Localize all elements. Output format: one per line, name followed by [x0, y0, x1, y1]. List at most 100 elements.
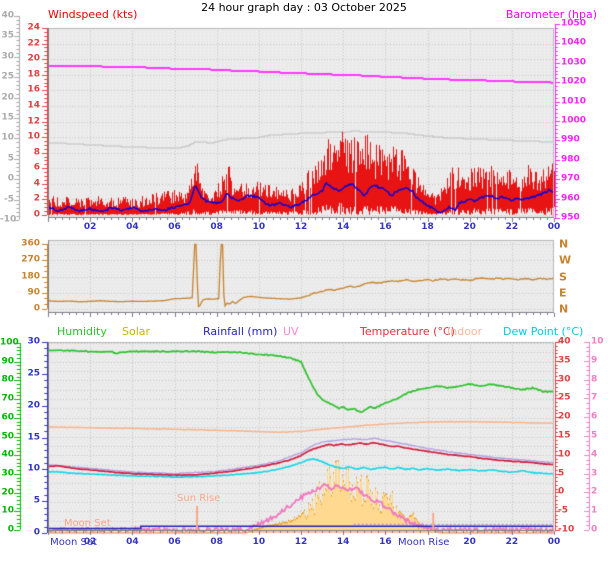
x-tick-top-08: 08 [210, 222, 223, 232]
y-tick-gray-0: 0 [7, 173, 14, 184]
y-tick-dir-180: 180 [21, 271, 40, 281]
x-tick-bottom-10: 10 [252, 537, 266, 547]
y-tick-gray-5: 5 [7, 153, 14, 164]
y-tick-wind-4: 4 [33, 178, 40, 189]
compass-W-1: W [559, 253, 572, 267]
y-tick-hum-100: 100 [0, 337, 19, 348]
x-tick-bottom-08: 08 [210, 537, 223, 547]
windspeed-axis-title: Windspeed (kts) [48, 8, 138, 21]
y-tick-uv-4: 4 [591, 449, 598, 460]
y-tick-wind-18: 18 [27, 69, 40, 80]
y-tick-uv-5: 5 [591, 430, 598, 441]
y-tick-uv-9: 9 [591, 355, 598, 366]
legend-indoor: Indoor [447, 325, 483, 338]
x-tick-bottom-20: 20 [463, 537, 476, 547]
y-tick-uv-0: 0 [591, 524, 598, 535]
legend-rainfall: Rainfall (mm) [203, 325, 278, 338]
x-tick-top-16: 16 [379, 222, 392, 232]
x-tick-top-06: 06 [168, 222, 181, 232]
x-tick-bottom-12: 12 [294, 537, 308, 547]
y-tick-baro-1040: 1040 [561, 37, 587, 48]
moon-set-inplot-label: Moon Set [63, 518, 111, 529]
legend-dew-point: Dew Point (°C) [503, 325, 584, 338]
legend-uv: UV [283, 325, 299, 338]
y-tick-baro-950: 950 [561, 212, 580, 223]
moon-set-label: Moon Set [50, 537, 97, 548]
y-tick-uv-2: 2 [591, 486, 598, 497]
y-tick-mm-15: 15 [27, 432, 40, 442]
legend-temperature: Temperature (°C) [360, 325, 455, 338]
x-tick-bottom-00: 00 [547, 537, 561, 547]
x-tick-bottom-04: 04 [126, 537, 139, 547]
y-tick-wind-22: 22 [27, 38, 40, 49]
y-tick-hum-40: 40 [1, 449, 14, 460]
y-tick-hum-0: 0 [7, 524, 14, 535]
y-tick-gray--5: -5 [4, 194, 14, 205]
y-tick-gray-10: 10 [1, 132, 14, 143]
y-tick-mm-25: 25 [27, 368, 40, 379]
sun-rise-label: Sun Rise [177, 493, 221, 504]
x-tick-top-10: 10 [252, 222, 266, 232]
compass-N-4: N [559, 302, 569, 316]
y-tick-temp-10: 10 [558, 449, 571, 460]
y-tick-baro-1000: 1000 [561, 115, 587, 126]
y-tick-wind-0: 0 [33, 209, 40, 220]
y-tick-temp-15: 15 [558, 430, 571, 441]
y-tick-temp--5: -5 [558, 505, 568, 516]
barometer-axis-title: Barometer (hpa) [505, 8, 597, 21]
y-tick-temp-5: 5 [558, 468, 565, 479]
x-tick-top-04: 04 [126, 222, 139, 232]
y-tick-mm-5: 5 [33, 495, 40, 506]
y-tick-uv-10: 10 [591, 336, 604, 347]
y-tick-wind-2: 2 [33, 193, 40, 204]
y-tick-hum-10: 10 [1, 505, 14, 516]
y-tick-temp-40: 40 [558, 336, 571, 347]
y-tick-uv-3: 3 [591, 468, 598, 479]
y-tick-wind-16: 16 [27, 84, 40, 95]
y-tick-wind-24: 24 [27, 22, 40, 33]
y-tick-gray-30: 30 [1, 51, 14, 62]
y-tick-hum-20: 20 [1, 487, 14, 498]
x-tick-top-20: 20 [463, 222, 476, 232]
page-title: 24 hour graph day : 03 October 2025 [201, 1, 407, 14]
y-tick-baro-1050: 1050 [561, 18, 587, 29]
y-tick-hum-80: 80 [1, 374, 14, 385]
y-tick-dir-270: 270 [21, 254, 40, 265]
compass-S-2: S [559, 270, 567, 283]
y-tick-uv-6: 6 [591, 411, 598, 422]
y-tick-temp-25: 25 [558, 392, 571, 403]
y-tick-hum-60: 60 [1, 412, 14, 423]
y-tick-uv-8: 8 [591, 374, 598, 385]
y-tick-gray-40: 40 [1, 10, 14, 21]
y-tick-temp-0: 0 [558, 486, 565, 497]
y-tick-baro-1030: 1030 [561, 57, 587, 68]
y-tick-gray--10: -10 [0, 214, 17, 225]
x-tick-top-14: 14 [336, 222, 350, 232]
y-tick-dir-0: 0 [33, 303, 40, 314]
y-tick-hum-90: 90 [1, 356, 14, 367]
y-tick-hum-30: 30 [1, 468, 14, 479]
y-tick-mm-20: 20 [27, 400, 40, 411]
x-tick-bottom-02: 02 [83, 537, 97, 547]
y-tick-wind-12: 12 [27, 116, 40, 126]
y-tick-gray-35: 35 [1, 30, 14, 41]
y-tick-baro-960: 960 [561, 193, 580, 204]
y-tick-gray-15: 15 [1, 112, 14, 123]
y-tick-wind-8: 8 [33, 147, 40, 158]
y-tick-mm-10: 10 [27, 463, 40, 474]
x-tick-top-02: 02 [83, 222, 97, 232]
y-tick-wind-14: 14 [27, 100, 40, 111]
y-tick-baro-1010: 1010 [561, 96, 587, 107]
y-tick-gray-25: 25 [1, 71, 14, 82]
y-tick-baro-1020: 1020 [561, 76, 587, 87]
y-tick-mm-0: 0 [33, 527, 40, 538]
x-tick-top-22: 22 [505, 222, 519, 232]
y-tick-hum-50: 50 [1, 431, 14, 441]
legend-humidity: Humidity [57, 325, 107, 338]
y-tick-hum-70: 70 [1, 393, 14, 404]
y-tick-temp-30: 30 [558, 374, 571, 385]
y-tick-baro-980: 980 [561, 154, 580, 165]
y-tick-mm-30: 30 [27, 336, 40, 347]
x-tick-bottom-06: 06 [168, 537, 181, 547]
